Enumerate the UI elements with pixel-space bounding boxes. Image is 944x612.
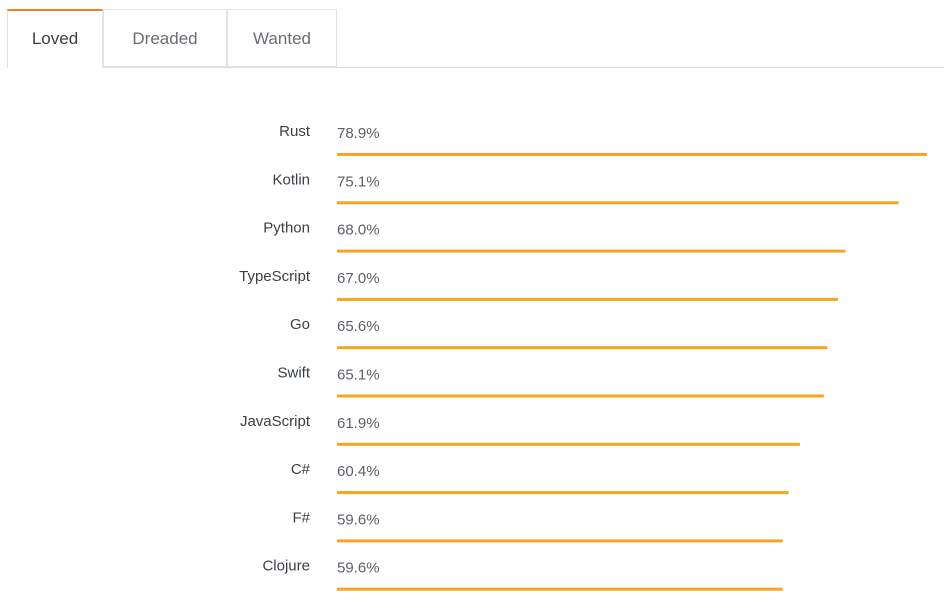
value-label: 59.6% <box>337 560 380 577</box>
bar <box>337 491 789 495</box>
bar <box>337 539 783 543</box>
category-label: Clojure <box>262 558 310 575</box>
category-label: TypeScript <box>239 268 311 285</box>
category-label: Kotlin <box>272 171 310 188</box>
value-label: 65.6% <box>337 318 380 335</box>
value-label: 67.0% <box>337 270 380 287</box>
value-label: 78.9% <box>337 125 380 142</box>
category-label: C# <box>291 461 311 478</box>
category-label: Rust <box>279 123 311 140</box>
category-label: JavaScript <box>240 413 311 430</box>
category-label: Swift <box>277 365 310 382</box>
bar <box>337 394 824 398</box>
category-label: Python <box>263 220 310 237</box>
bar <box>337 153 927 156</box>
value-label: 59.6% <box>337 511 380 528</box>
value-label: 61.9% <box>337 415 380 432</box>
value-label: 68.0% <box>337 222 380 239</box>
bar <box>337 346 828 350</box>
category-label: Go <box>290 316 310 333</box>
value-label: 65.1% <box>337 367 380 384</box>
value-label: 75.1% <box>337 173 380 190</box>
bar <box>337 249 846 253</box>
tab-dreaded[interactable]: Dreaded <box>103 9 227 67</box>
bar <box>337 201 899 205</box>
bar <box>337 442 800 446</box>
tab-bar-divider <box>7 67 944 68</box>
value-label: 60.4% <box>337 463 380 480</box>
bar <box>337 587 783 591</box>
tab-loved[interactable]: Loved <box>7 9 103 68</box>
category-label: F# <box>292 509 310 526</box>
tab-wanted[interactable]: Wanted <box>227 9 337 67</box>
bar <box>337 297 838 301</box>
tab-bar: Loved Dreaded Wanted <box>7 9 944 68</box>
